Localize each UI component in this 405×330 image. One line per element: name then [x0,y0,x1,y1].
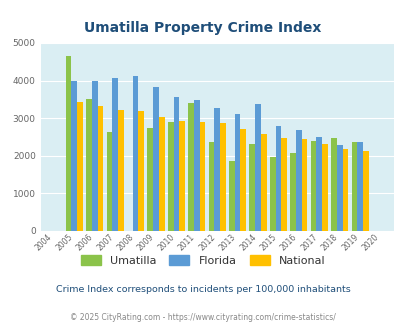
Bar [214,108,220,231]
Bar [356,142,362,231]
Bar [315,137,321,231]
Text: Crime Index corresponds to incidents per 100,000 inhabitants: Crime Index corresponds to incidents per… [55,285,350,294]
Bar [167,122,173,231]
Bar [336,146,342,231]
Bar [179,121,185,231]
Bar [106,132,112,231]
Bar [330,138,336,231]
Bar [260,134,266,231]
Bar [138,111,144,231]
Bar [301,139,307,231]
Bar [281,138,286,231]
Bar [199,122,205,231]
Bar [208,142,214,231]
Bar [153,87,158,231]
Bar [132,76,138,231]
Bar [240,129,245,231]
Bar [290,153,295,231]
Bar [92,82,97,231]
Bar [228,161,234,231]
Bar [147,128,153,231]
Bar [188,103,194,231]
Bar [321,144,327,231]
Bar [275,126,281,231]
Bar [342,149,347,231]
Bar [255,104,260,231]
Bar [86,99,92,231]
Bar [158,117,164,231]
Text: Umatilla Property Crime Index: Umatilla Property Crime Index [84,21,321,35]
Text: © 2025 CityRating.com - https://www.cityrating.com/crime-statistics/: © 2025 CityRating.com - https://www.city… [70,313,335,322]
Bar [269,157,275,231]
Bar [118,110,124,231]
Bar [97,106,103,231]
Bar [71,81,77,231]
Bar [310,141,315,231]
Bar [66,56,71,231]
Bar [249,144,255,231]
Bar [112,78,118,231]
Bar [77,102,83,231]
Bar [220,123,225,231]
Bar [234,115,240,231]
Bar [351,142,356,231]
Bar [194,100,199,231]
Legend: Umatilla, Florida, National: Umatilla, Florida, National [77,251,328,269]
Bar [173,97,179,231]
Bar [362,151,368,231]
Bar [295,130,301,231]
